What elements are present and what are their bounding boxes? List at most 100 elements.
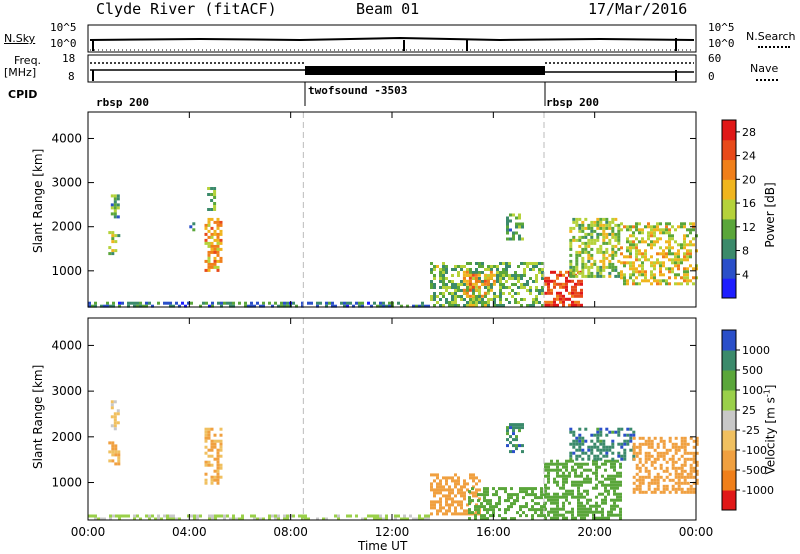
data-cell <box>680 276 683 280</box>
data-cell <box>635 243 638 247</box>
data-cell <box>656 252 659 256</box>
data-cell <box>213 220 217 224</box>
data-cell <box>596 265 600 269</box>
data-cell <box>620 270 623 274</box>
data-cell <box>638 448 642 452</box>
data-cell <box>674 469 678 473</box>
data-cell <box>680 258 683 262</box>
data-cell <box>596 433 600 437</box>
data-cell <box>474 517 477 521</box>
data-cell <box>216 220 220 224</box>
data-cell <box>668 448 672 452</box>
data-cell <box>577 294 580 298</box>
data-cell <box>480 514 483 518</box>
data-cell <box>629 261 632 265</box>
data-cell <box>565 285 568 289</box>
data-cell <box>433 473 436 477</box>
data-cell <box>499 283 502 286</box>
data-cell <box>316 517 319 521</box>
data-cell <box>496 268 499 271</box>
data-cell <box>653 436 657 440</box>
data-cell <box>184 304 187 308</box>
data-cell <box>668 240 671 244</box>
data-cell <box>596 235 600 239</box>
data-cell <box>515 216 518 220</box>
data-cell <box>343 301 346 305</box>
data-cell <box>519 508 522 512</box>
data-cell <box>301 514 304 518</box>
data-cell <box>531 490 534 494</box>
data-cell <box>268 301 271 305</box>
data-cell <box>587 457 591 461</box>
data-cell <box>483 514 486 518</box>
data-cell <box>349 514 352 518</box>
data-cell <box>487 289 490 292</box>
data-cell <box>547 285 550 289</box>
data-cell <box>520 262 523 265</box>
data-cell <box>483 282 487 286</box>
data-cell <box>572 220 576 224</box>
data-cell <box>617 430 621 434</box>
freq-right-tick-top: 60 <box>708 52 722 65</box>
data-cell <box>454 494 457 498</box>
data-cell <box>515 222 518 226</box>
data-cell <box>468 285 472 289</box>
data-cell <box>465 270 469 274</box>
data-cell <box>601 492 604 496</box>
data-cell <box>277 514 280 518</box>
data-cell <box>578 271 582 275</box>
data-cell <box>632 457 636 461</box>
data-cell <box>569 238 573 242</box>
data-cell <box>580 492 583 496</box>
data-cell <box>204 439 208 443</box>
data-cell <box>572 433 576 437</box>
data-cell <box>647 222 650 226</box>
data-cell <box>665 282 668 286</box>
data-cell <box>385 304 388 308</box>
data-cell <box>598 492 601 496</box>
data-cell <box>204 259 208 263</box>
data-cell <box>213 244 217 248</box>
data-cell <box>142 304 145 308</box>
data-cell <box>616 459 619 463</box>
data-cell <box>659 270 662 274</box>
power-patch-8 <box>544 270 583 307</box>
data-cell <box>216 253 220 257</box>
data-cell <box>550 270 553 274</box>
data-cell <box>575 454 579 458</box>
data-cell <box>210 187 214 190</box>
data-cell <box>471 487 474 491</box>
data-cell <box>133 517 136 521</box>
data-cell <box>595 504 598 508</box>
data-cell <box>208 304 211 308</box>
data-cell <box>595 483 598 487</box>
data-cell <box>562 465 565 469</box>
data-cell <box>210 445 214 449</box>
data-cell <box>559 300 562 304</box>
data-cell <box>583 516 586 520</box>
data-cell <box>210 478 214 482</box>
data-cell <box>623 282 626 286</box>
data-cell <box>683 439 687 443</box>
data-cell <box>578 235 582 239</box>
data-cell <box>502 262 505 265</box>
data-cell <box>481 262 484 265</box>
data-cell <box>462 273 466 277</box>
data-cell <box>581 274 585 278</box>
data-cell <box>616 486 619 490</box>
data-cell <box>433 506 436 510</box>
data-cell <box>601 480 604 484</box>
velocity-cbar-segment <box>722 470 736 491</box>
data-cell <box>677 255 680 259</box>
data-cell <box>586 492 589 496</box>
data-cell <box>668 222 671 226</box>
data-cell <box>207 235 211 239</box>
data-cell <box>599 259 603 263</box>
data-cell <box>577 501 580 505</box>
data-cell <box>522 490 525 494</box>
data-cell <box>189 225 193 229</box>
data-cell <box>454 286 457 289</box>
power-cbar-segment <box>722 258 736 279</box>
data-cell <box>610 474 613 478</box>
data-cell <box>487 268 490 271</box>
